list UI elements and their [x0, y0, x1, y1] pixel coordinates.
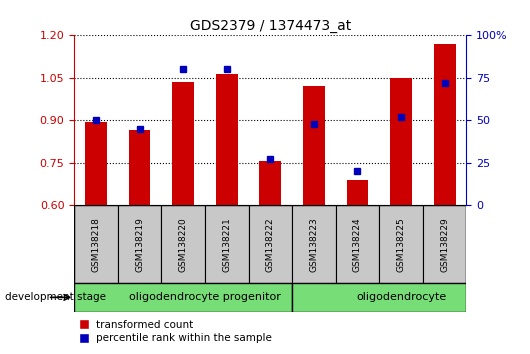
- Bar: [85, 122, 107, 205]
- Bar: [292, 205, 335, 283]
- Bar: [347, 180, 368, 205]
- Bar: [205, 205, 249, 283]
- Legend: transformed count, percentile rank within the sample: transformed count, percentile rank withi…: [80, 320, 272, 343]
- Bar: [303, 86, 325, 205]
- Bar: [379, 205, 423, 283]
- Bar: [129, 130, 151, 205]
- Text: oligodendrocyte progenitor: oligodendrocyte progenitor: [129, 292, 281, 302]
- Bar: [249, 205, 292, 283]
- Text: GSM138229: GSM138229: [440, 217, 449, 272]
- Text: oligodendrocyte: oligodendrocyte: [356, 292, 446, 302]
- Bar: [216, 74, 237, 205]
- Bar: [390, 78, 412, 205]
- Bar: [335, 205, 379, 283]
- Text: GSM138223: GSM138223: [310, 217, 319, 272]
- Text: GSM138225: GSM138225: [396, 217, 405, 272]
- Bar: [292, 283, 466, 312]
- Bar: [172, 82, 194, 205]
- Bar: [118, 205, 161, 283]
- Bar: [434, 44, 455, 205]
- Text: development stage: development stage: [5, 292, 107, 302]
- Text: GSM138222: GSM138222: [266, 217, 275, 272]
- Text: GSM138218: GSM138218: [92, 217, 101, 272]
- Bar: [423, 205, 466, 283]
- Text: GSM138224: GSM138224: [353, 217, 362, 272]
- Text: GSM138220: GSM138220: [179, 217, 188, 272]
- Bar: [74, 205, 118, 283]
- Text: GSM138219: GSM138219: [135, 217, 144, 272]
- Bar: [259, 161, 281, 205]
- Title: GDS2379 / 1374473_at: GDS2379 / 1374473_at: [190, 19, 351, 33]
- Text: GSM138221: GSM138221: [222, 217, 231, 272]
- Bar: [161, 205, 205, 283]
- Bar: [74, 283, 292, 312]
